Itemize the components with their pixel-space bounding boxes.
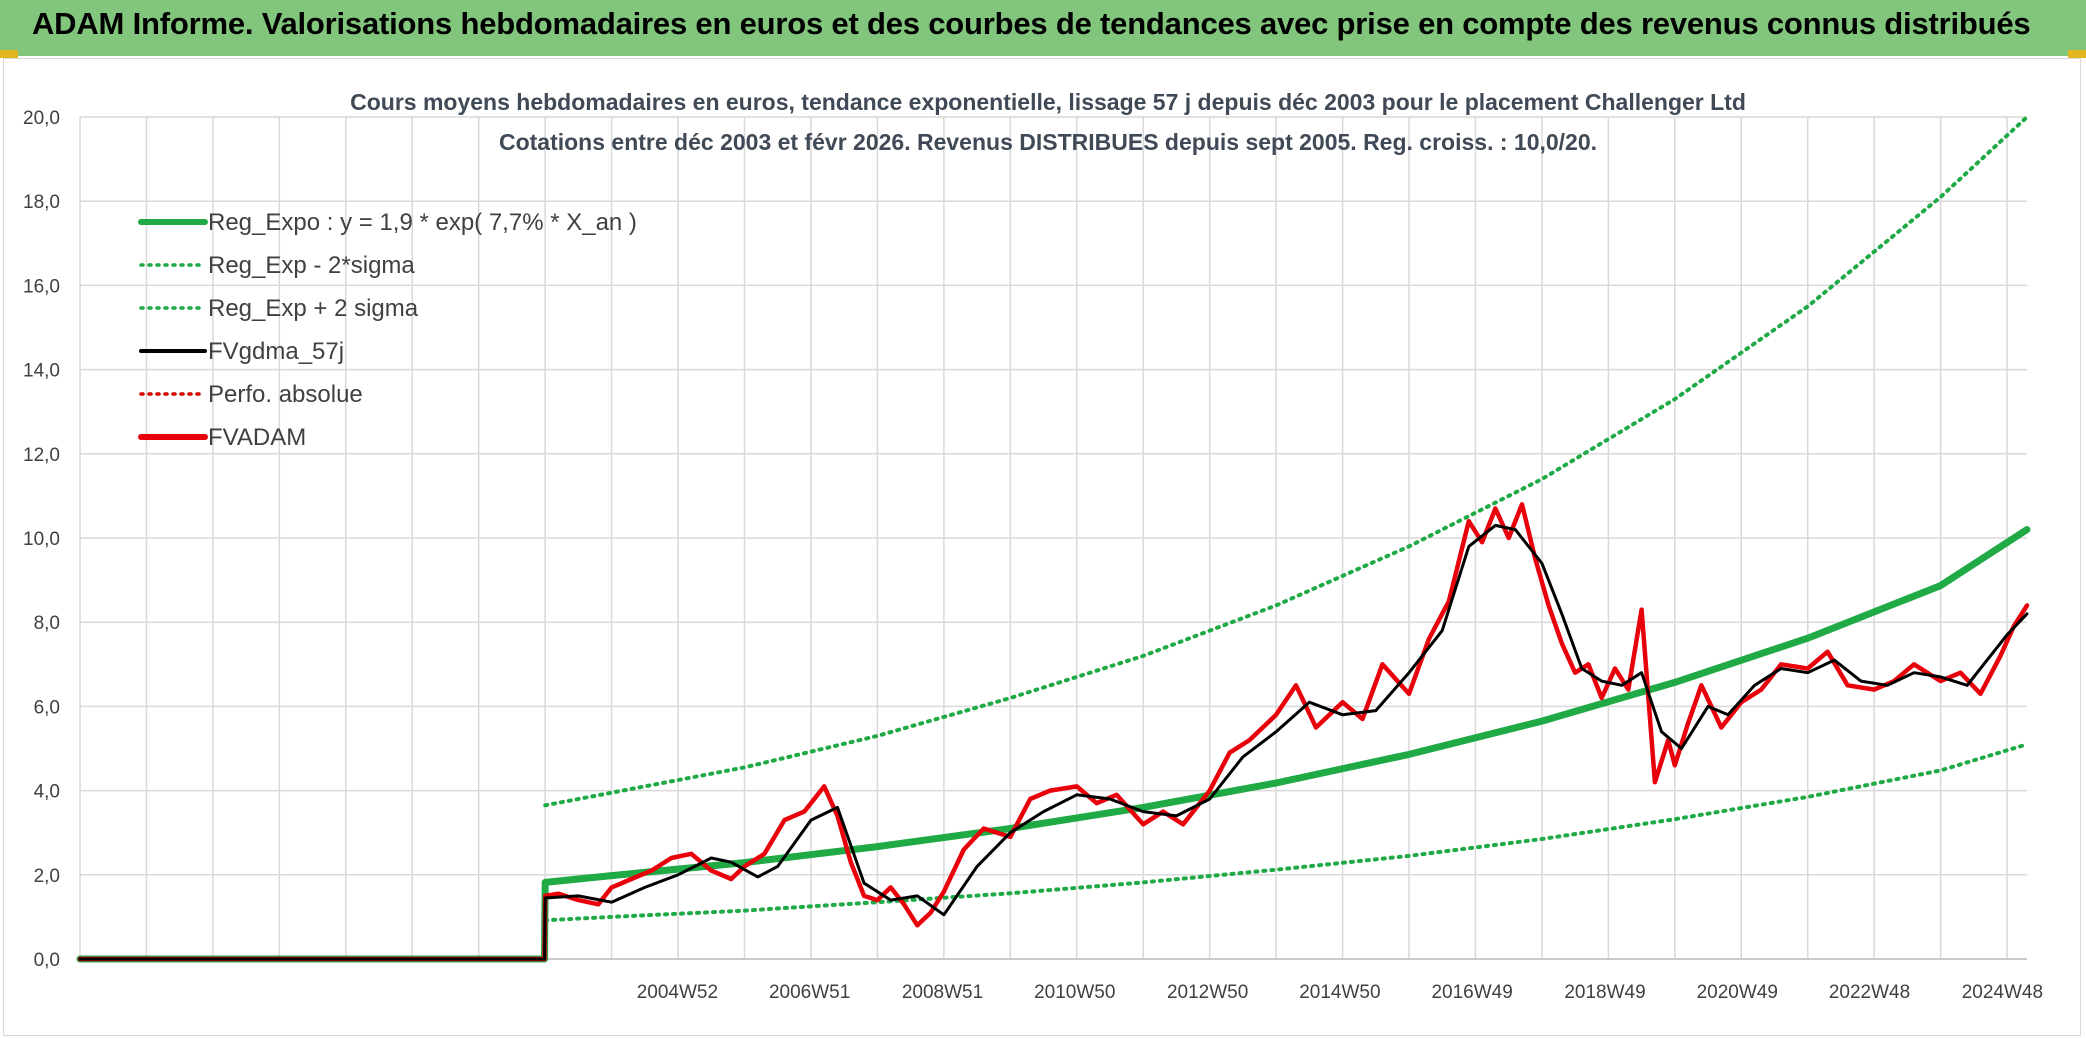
legend: Reg_Expo : y = 1,9 * exp( 7,7% * X_an ) R… xyxy=(138,209,637,451)
x-tick-label: 2022W48 xyxy=(1829,982,1910,1003)
series-reg_plus xyxy=(543,115,2029,808)
series-lines xyxy=(76,115,2031,963)
x-tick-label: 2024W48 xyxy=(1962,982,2043,1003)
legend-label-fvgdma: FVgdma_57j xyxy=(208,338,344,365)
x-tick-label: 2020W49 xyxy=(1697,982,1778,1003)
y-tick-label: 2,0 xyxy=(34,866,60,887)
series-reg_minus xyxy=(543,742,2029,923)
legend-label-reg_expo: Reg_Expo : y = 1,9 * exp( 7,7% * X_an ) xyxy=(208,209,637,236)
y-tick-label: 20,0 xyxy=(23,108,60,129)
x-tick-label: 2014W50 xyxy=(1299,982,1380,1003)
y-tick-label: 12,0 xyxy=(23,445,60,466)
chart-area xyxy=(3,58,2081,1036)
x-tick-label: 2004W52 xyxy=(637,982,718,1003)
x-tick-label: 2012W50 xyxy=(1167,982,1248,1003)
y-tick-label: 16,0 xyxy=(23,276,60,297)
series-fvadam xyxy=(77,502,2030,962)
x-tick-label: 2018W49 xyxy=(1564,982,1645,1003)
gridlines xyxy=(79,116,2027,960)
x-tick-label: 2008W51 xyxy=(902,982,983,1003)
series-fvgdma xyxy=(78,523,2029,961)
x-tick-label: 2010W50 xyxy=(1034,982,1115,1003)
series-reg_expo xyxy=(76,526,2031,963)
x-tick-label: 2006W51 xyxy=(769,982,850,1003)
y-tick-label: 8,0 xyxy=(34,613,60,634)
header-banner: ADAM Informe. Valorisations hebdomadaire… xyxy=(0,0,2086,56)
legend-label-reg_minus: Reg_Exp - 2*sigma xyxy=(208,252,415,279)
legend-label-reg_plus: Reg_Exp + 2 sigma xyxy=(208,295,419,322)
y-axis: 0,0 2,0 4,0 6,0 8,0 10,0 12,0 14,0 16,0 18,0 20,0 xyxy=(23,108,60,971)
x-tick-label: 2016W49 xyxy=(1431,982,1512,1003)
y-tick-label: 0,0 xyxy=(34,950,60,971)
chart-title: Cours moyens hebdomadaires en euros, ten… xyxy=(350,89,1746,115)
report-title: ADAM Informe. Valorisations hebdomadaire… xyxy=(32,6,2031,41)
y-tick-label: 18,0 xyxy=(23,192,60,213)
y-tick-label: 10,0 xyxy=(23,529,60,550)
x-axis: 2004W52 2006W51 2008W51 2010W50 2012W50 2014W… xyxy=(80,958,2043,1003)
y-tick-label: 6,0 xyxy=(34,697,60,718)
chart-subtitle: Cotations entre déc 2003 et févr 2026. R… xyxy=(499,129,1597,155)
legend-label-fvadam: FVADAM xyxy=(208,424,306,451)
banner-accent-right xyxy=(2068,50,2086,58)
y-tick-label: 4,0 xyxy=(34,782,60,803)
legend-label-perfo: Perfo. absolue xyxy=(208,381,363,408)
y-tick-label: 14,0 xyxy=(23,361,60,382)
banner-accent-left xyxy=(0,50,18,58)
